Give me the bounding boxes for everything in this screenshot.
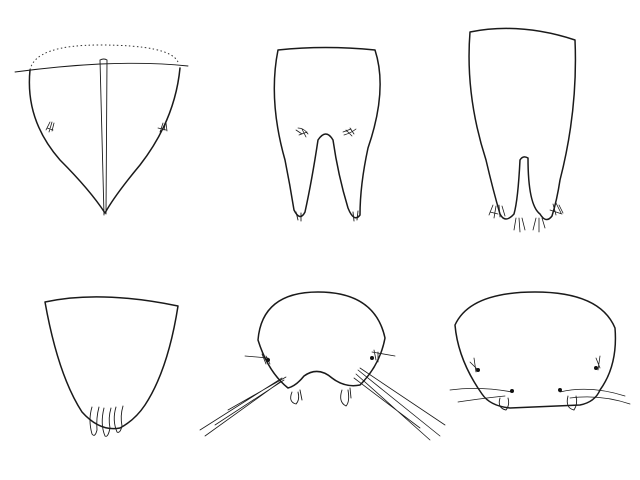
- figure-1-median-ridge: [99, 58, 108, 216]
- figure-3-seta-center-right: [532, 217, 546, 233]
- figure-2-seta-right: [342, 127, 357, 137]
- figure-6-outline: [454, 291, 617, 409]
- figure-5-pore-left: [266, 358, 270, 362]
- figure-6-hook-left: [498, 397, 510, 411]
- figure-1-seta-left: [45, 121, 55, 133]
- figure-6-pore-base-left: [510, 389, 514, 393]
- figure-2-tooth-left: [295, 211, 302, 222]
- figure-1-dotted-margin: [29, 44, 179, 71]
- figure-4-hook-left: [89, 406, 100, 436]
- figure-3-seta-left: [488, 204, 506, 219]
- figure-6-seta-right: [559, 355, 631, 405]
- figure-3-elongated-segment: [468, 27, 577, 233]
- figure-1-outline: [28, 67, 181, 214]
- figure-5-hook-left: [290, 389, 303, 405]
- figure-6-pore-right: [594, 366, 598, 370]
- figure-5-bristle-left: [199, 376, 287, 437]
- figure-5-hook-right: [340, 387, 352, 407]
- figure-3-seta-right: [549, 202, 564, 216]
- figure-4-outline: [44, 296, 179, 430]
- figure-6-pore-left: [476, 368, 480, 372]
- figure-5-seta-right: [371, 349, 396, 363]
- figure-1-transverse-line: [14, 62, 189, 73]
- figure-6-seta-left: [449, 357, 513, 403]
- figure-2-tooth-right: [352, 210, 359, 222]
- figure-5-rounded-segment: [199, 291, 446, 441]
- figure-2-seta-left: [295, 127, 309, 138]
- figure-6-pore-base-right: [558, 388, 562, 392]
- figure-5-outline: [257, 291, 386, 389]
- figure-5-bristle-right: [353, 367, 446, 441]
- figure-6-hook-right: [566, 395, 578, 411]
- figure-4-hook-center: [101, 407, 112, 437]
- figure-1-triangular-segment: [14, 44, 189, 216]
- figure-3-seta-center-left: [513, 217, 526, 233]
- figure-2-outline: [273, 46, 381, 219]
- figure-5-pore-right: [370, 356, 374, 360]
- figure-2-bilobed-segment: [273, 46, 381, 222]
- figure-4-hook-right: [113, 405, 124, 433]
- figure-1-seta-right: [157, 120, 168, 133]
- figure-6-semicircular-segment: [449, 291, 631, 411]
- figure-3-outline: [468, 27, 577, 221]
- figure-4-trapezoid-segment: [44, 296, 179, 437]
